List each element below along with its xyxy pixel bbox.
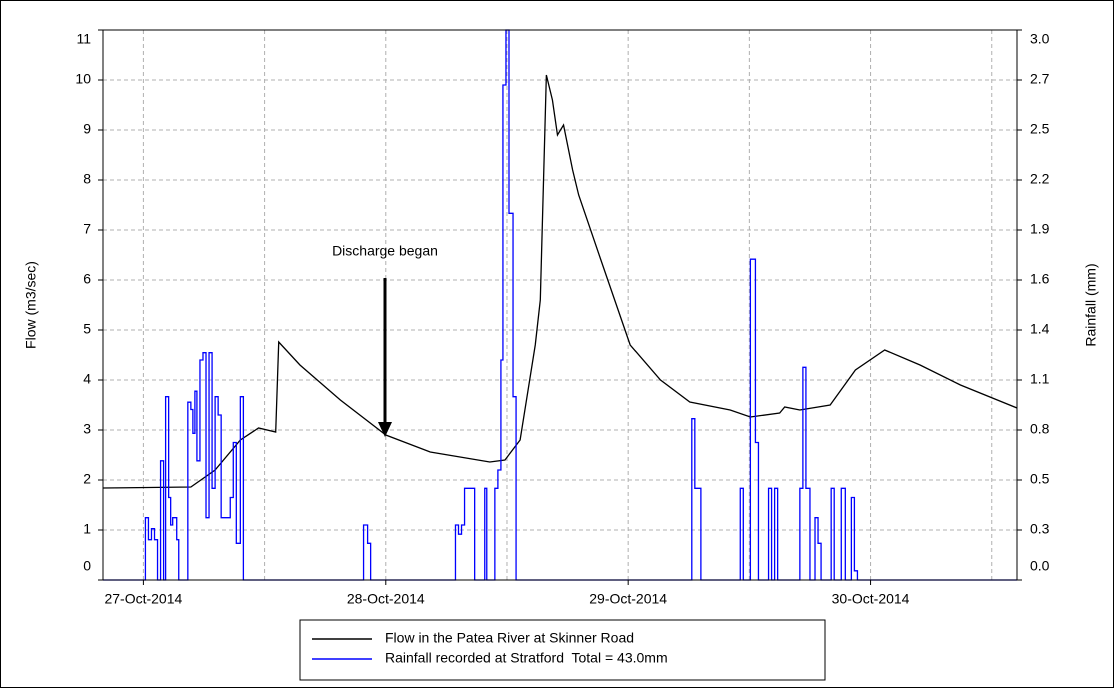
- x-tick-label: 29-Oct-2014: [589, 591, 667, 607]
- x-tick-label: 28-Oct-2014: [347, 591, 425, 607]
- y2-tick-label: 0.0: [1030, 558, 1050, 574]
- y2-tick-label: 0.5: [1030, 471, 1050, 487]
- y2-tick-label: 1.9: [1030, 221, 1050, 237]
- y2-tick-label: 1.1: [1030, 371, 1050, 387]
- x-tick-label: 30-Oct-2014: [832, 591, 910, 607]
- annotation-arrowhead: [378, 422, 392, 437]
- legend-label: Rainfall recorded at Stratford Total = 4…: [385, 650, 668, 666]
- y-tick-label: 1: [83, 521, 91, 537]
- y-tick-label: 6: [83, 271, 91, 287]
- legend-label: Flow in the Patea River at Skinner Road: [385, 630, 634, 646]
- legend-entries: Flow in the Patea River at Skinner Road R…: [312, 630, 668, 666]
- legend: [299, 619, 826, 681]
- y-tick-label: 3: [83, 421, 91, 437]
- y2-tick-label: 2.5: [1030, 121, 1050, 137]
- y2-tick-label: 0.3: [1030, 521, 1050, 537]
- y2-tick-label: 2.7: [1030, 71, 1050, 87]
- series-line: [102, 74, 1018, 489]
- x-tick-label: 27-Oct-2014: [104, 591, 182, 607]
- y-tick-label: 8: [83, 171, 91, 187]
- annotation: Discharge began: [332, 243, 438, 259]
- y2-tick-label: 1.6: [1030, 271, 1050, 287]
- y-tick-label: 11: [76, 31, 91, 47]
- y2-tick-label: 0.8: [1030, 421, 1050, 437]
- y2-tick-label: 2.2: [1030, 171, 1050, 187]
- y-tick-label: 4: [83, 371, 91, 387]
- y-tick-label: 2: [83, 471, 91, 487]
- series-line: [103, 29, 1017, 581]
- y-tick-label: 7: [83, 221, 91, 237]
- y-axis-label: Flow (m3/sec): [23, 261, 39, 349]
- y-tick-label: 9: [83, 121, 91, 137]
- plot-frame: [102, 29, 1018, 581]
- y-tick-label: 5: [83, 321, 91, 337]
- y-tick-label: 0: [83, 558, 91, 574]
- plot: [102, 29, 1018, 581]
- y-tick-label: 10: [75, 71, 91, 87]
- y2-tick-label: 3.0: [1030, 31, 1050, 47]
- y2-tick-label: 1.4: [1030, 321, 1050, 337]
- y2-axis-label: Rainfall (mm): [1083, 263, 1099, 346]
